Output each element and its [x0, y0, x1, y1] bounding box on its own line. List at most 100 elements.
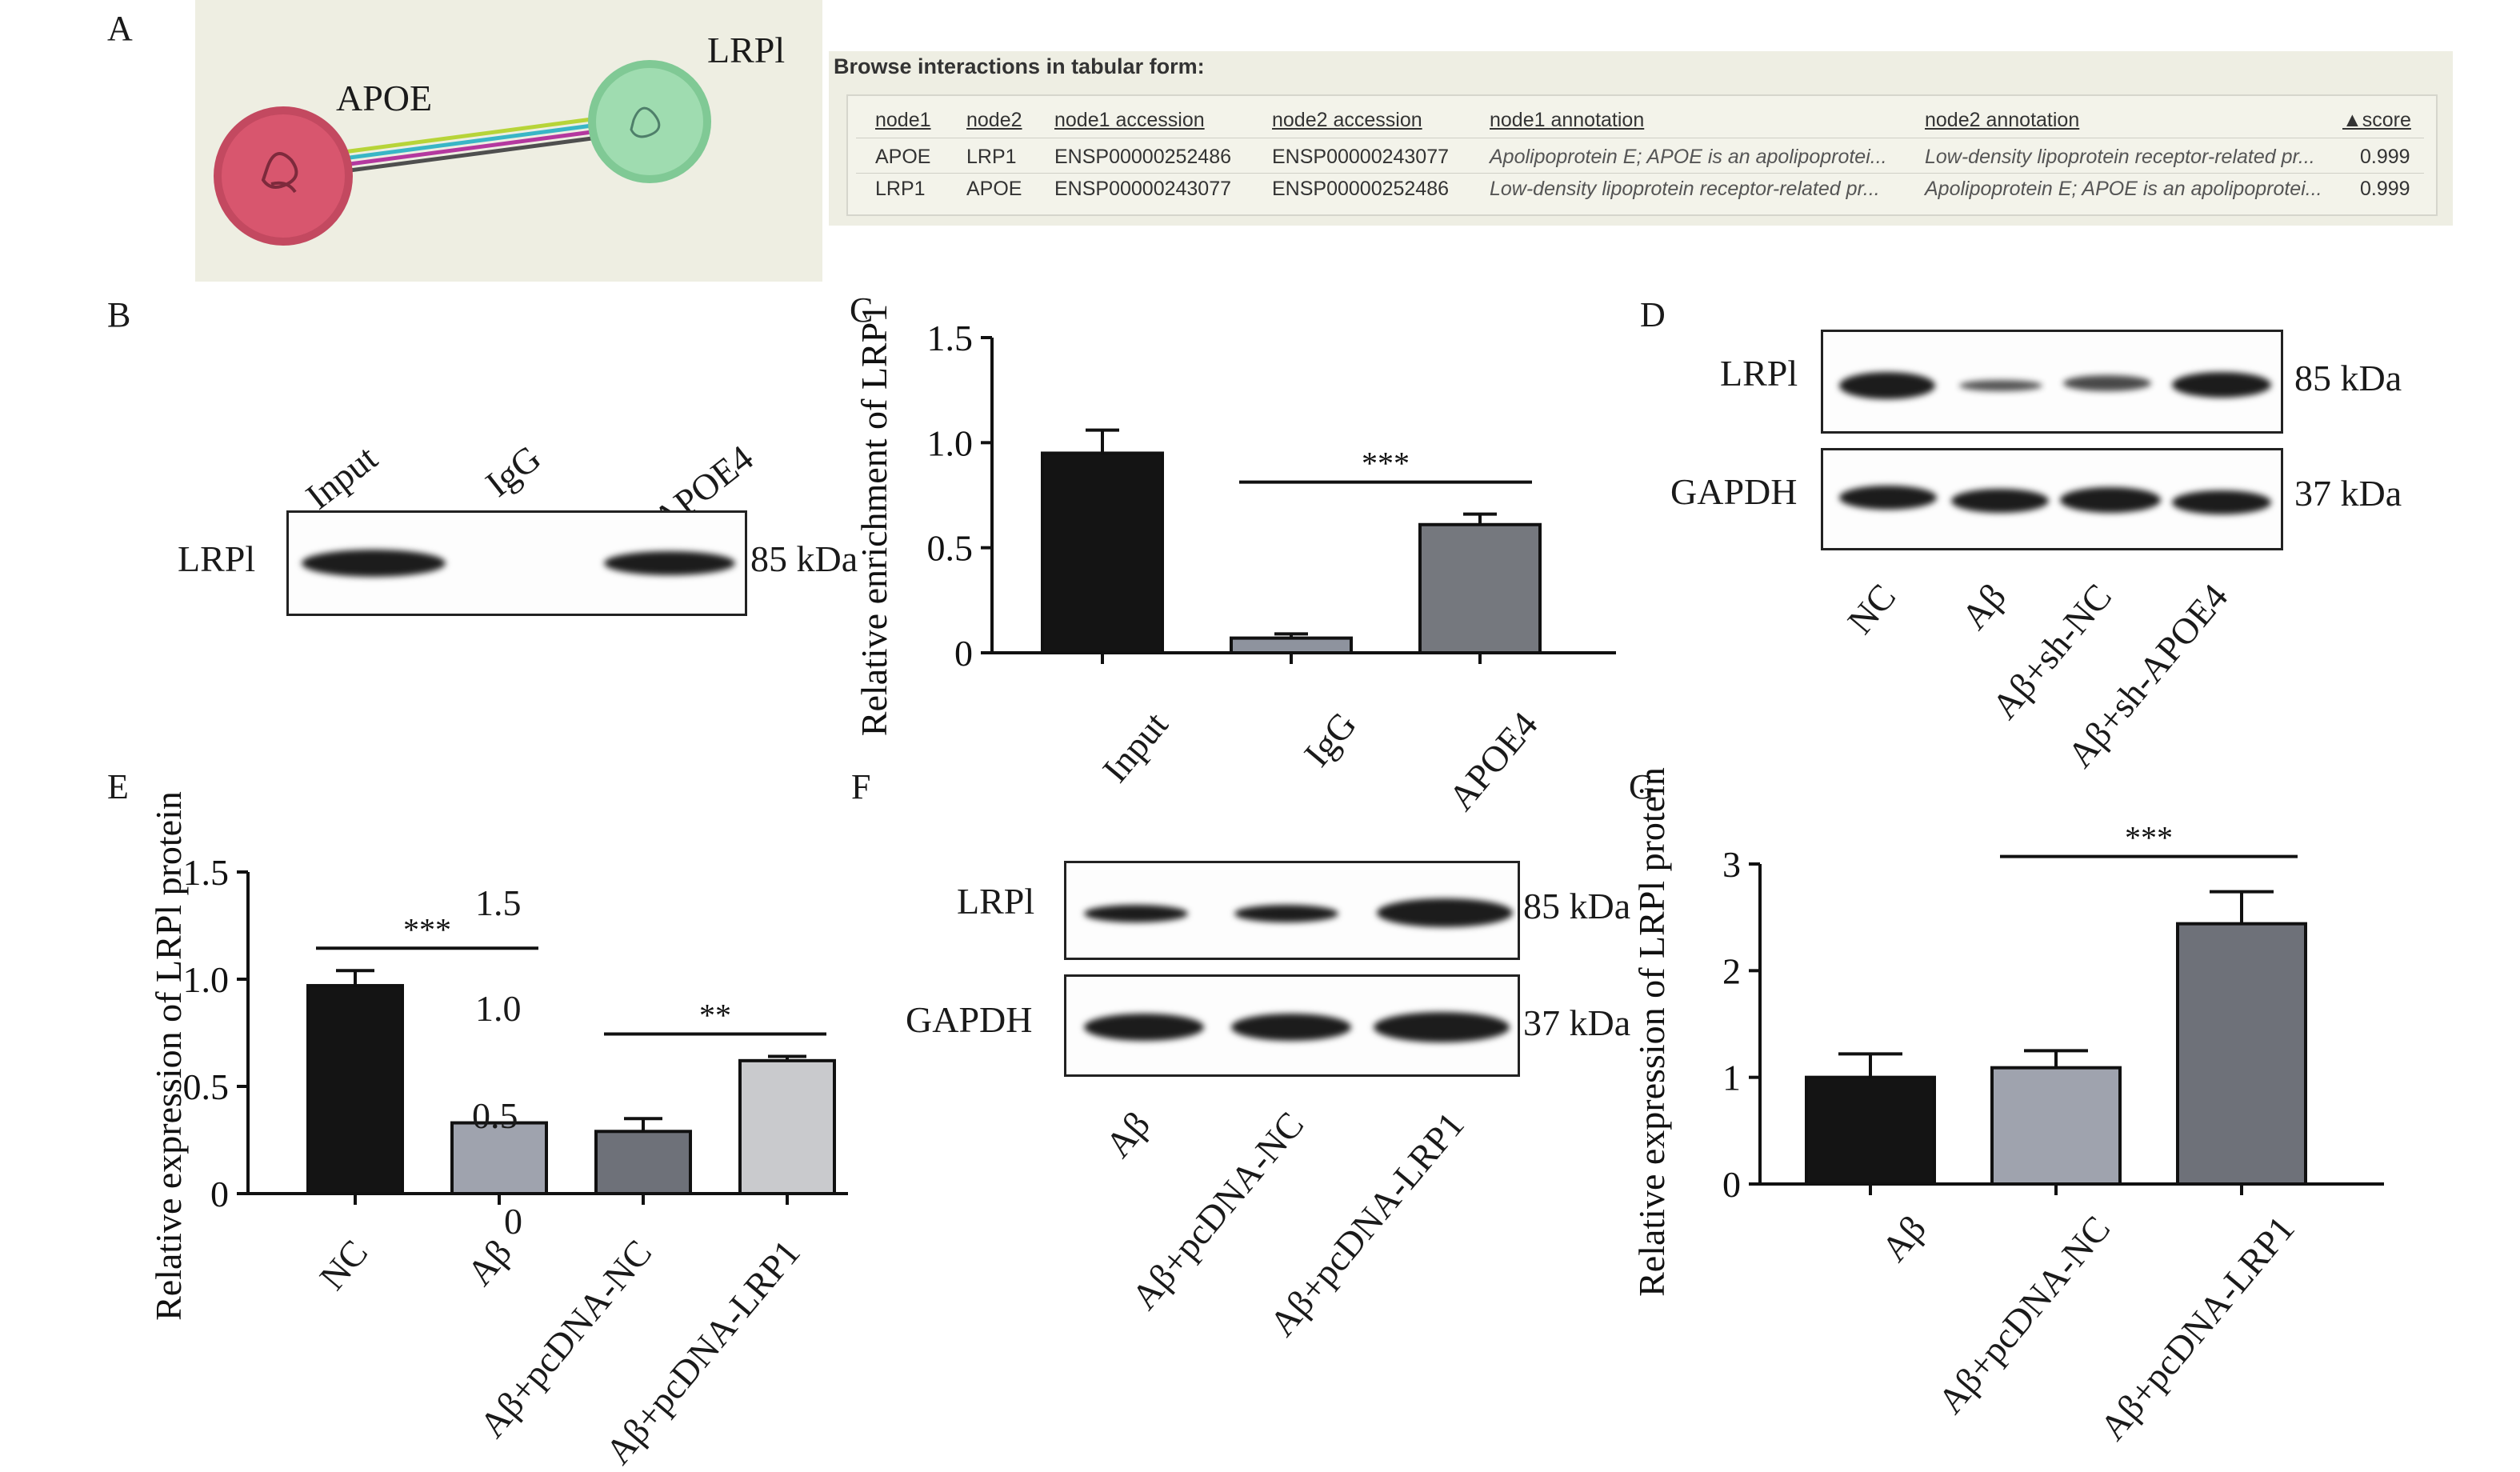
blot-d-size-lrp1: 85 kDa — [2294, 358, 2402, 398]
cell-node1-accession: ENSP00000243077 — [1054, 178, 1232, 200]
blot-band — [1374, 1012, 1510, 1042]
interaction-table-title: Browse interactions in tabular form: — [834, 54, 1205, 78]
overlay-tick-label: 0.5 — [472, 1095, 518, 1136]
blot-band — [2172, 372, 2271, 398]
y-axis-label: Relative expression of LRPl protein — [148, 791, 189, 1321]
bar — [306, 984, 404, 1195]
blot-band — [1084, 905, 1188, 922]
blot-f-lrp1 — [1064, 861, 1520, 960]
bar — [1230, 636, 1353, 655]
lane-label-abeta: Aβ — [1098, 1104, 1158, 1166]
apoe-node — [214, 106, 353, 246]
blot-band — [604, 551, 735, 575]
y-tick-label: 0.5 — [927, 528, 974, 569]
blot-f-gapdh — [1064, 974, 1520, 1077]
blot-b-lrp1 — [286, 510, 747, 616]
blot-band — [1231, 1014, 1351, 1041]
y-tick-label: 0.5 — [183, 1066, 230, 1107]
blot-f-size-lrp1: 85 kDa — [1523, 886, 1631, 926]
blot-band — [1084, 1014, 1204, 1041]
y-tick-label: 1.0 — [927, 422, 974, 463]
blot-band — [2060, 487, 2161, 513]
y-axis-label: Relative enrichment of LRP1 — [854, 304, 894, 736]
blot-f-size-gapdh: 37 kDa — [1523, 1002, 1631, 1043]
column-header-score[interactable]: ▲score — [2342, 109, 2411, 131]
lane-label-input: Input — [298, 437, 385, 518]
y-tick-label: 1.5 — [927, 318, 974, 358]
apoe-node-label: APOE — [336, 78, 433, 118]
panel-label-a: A — [107, 9, 133, 48]
bar — [594, 1130, 692, 1195]
interaction-table — [846, 94, 2438, 216]
column-header-node1[interactable]: node1 — [875, 109, 931, 131]
string-network-graph — [214, 60, 711, 246]
significance-label: *** — [2125, 820, 2173, 856]
bar — [1418, 522, 1542, 655]
row-label-lrp1: LRPl — [957, 881, 1035, 922]
bar — [1990, 1066, 2122, 1186]
table-divider — [856, 173, 2424, 174]
overlay-tick-label: 1.0 — [475, 988, 522, 1029]
cell-score: 0.999 — [2360, 178, 2410, 200]
chart-e: 00.51.01.5*****Relative expression of LR… — [148, 791, 848, 1321]
row-label-lrp1: LRPl — [178, 538, 256, 579]
panel-label-c: C — [850, 290, 874, 330]
column-header-node1-annotation[interactable]: node1 annotation — [1490, 109, 1645, 131]
panel-label-f: F — [851, 767, 871, 806]
lrp1-node — [588, 60, 711, 183]
y-tick-label: 0 — [954, 633, 973, 674]
row-label-lrp1: LRPl — [1720, 353, 1798, 394]
y-tick-label: 3 — [1722, 844, 1741, 885]
blot-band — [1234, 905, 1338, 922]
cell-node2-annotation: Apolipoprotein E; APOE is an apolipoprot… — [1925, 178, 2322, 200]
chart-c: 0 0.5 1.0 1.5 *** Relative enrichment of LRP1 — [854, 304, 1616, 736]
panel-label-b: B — [107, 295, 131, 334]
row-label-gapdh: GAPDH — [906, 999, 1033, 1040]
y-axis-label: Relative expression of LRPl protein — [1632, 767, 1672, 1297]
protein-structure-icon — [261, 152, 298, 194]
cell-node1: LRP1 — [875, 178, 926, 200]
blot-band — [1839, 486, 1937, 510]
bar — [450, 1121, 548, 1195]
blot-band — [1839, 372, 1935, 399]
blot-band — [2063, 375, 2151, 391]
lane-label-nc: NC — [1839, 576, 1904, 642]
y-tick-label: 0 — [1722, 1164, 1741, 1205]
cell-score: 0.999 — [2360, 146, 2410, 168]
column-header-node2[interactable]: node2 — [966, 109, 1022, 131]
lane-label-igg: IgG — [478, 437, 549, 505]
column-header-node1-accession[interactable]: node1 accession — [1054, 109, 1205, 131]
panel-label-e: E — [107, 767, 129, 806]
y-tick-label: 0 — [210, 1174, 229, 1214]
bar — [1805, 1075, 1936, 1186]
significance-label: *** — [1362, 446, 1410, 482]
blot-band — [1959, 380, 2042, 391]
cell-node1: APOE — [875, 146, 931, 168]
blot-band — [302, 550, 446, 577]
bar — [2176, 922, 2307, 1186]
y-tick-label: 1 — [1722, 1058, 1741, 1098]
row-label-gapdh: GAPDH — [1670, 471, 1798, 512]
overlay-tick-label: 1.5 — [475, 882, 522, 923]
blot-band — [1951, 489, 2049, 513]
significance-label: ** — [699, 997, 731, 1033]
cell-node1-annotation: Apolipoprotein E; APOE is an apolipoprot… — [1490, 146, 1887, 168]
bar — [738, 1058, 836, 1195]
panel-label-g: G — [1629, 767, 1654, 806]
y-tick-label: 2 — [1722, 950, 1741, 991]
column-header-node2-annotation[interactable]: node2 annotation — [1925, 109, 2080, 131]
panel-label-d: D — [1640, 295, 1666, 334]
blot-d-lrp1 — [1821, 330, 2283, 434]
cell-node2: LRP1 — [966, 146, 1017, 168]
bar — [1041, 451, 1164, 654]
cell-node1-accession: ENSP00000252486 — [1054, 146, 1232, 168]
lane-label-abeta: Aβ — [1954, 576, 2014, 638]
cell-node2-annotation: Low-density lipoprotein receptor-related… — [1925, 146, 2315, 168]
column-header-node2-accession[interactable]: node2 accession — [1272, 109, 1422, 131]
lrp1-node-label: LRPl — [707, 30, 786, 70]
blot-band — [1377, 898, 1513, 927]
blot-d-size-gapdh: 37 kDa — [2294, 473, 2402, 514]
y-tick-label: 1.5 — [183, 852, 230, 893]
blot-b-size-label: 85 kDa — [750, 538, 858, 579]
cell-node2: APOE — [966, 178, 1022, 200]
